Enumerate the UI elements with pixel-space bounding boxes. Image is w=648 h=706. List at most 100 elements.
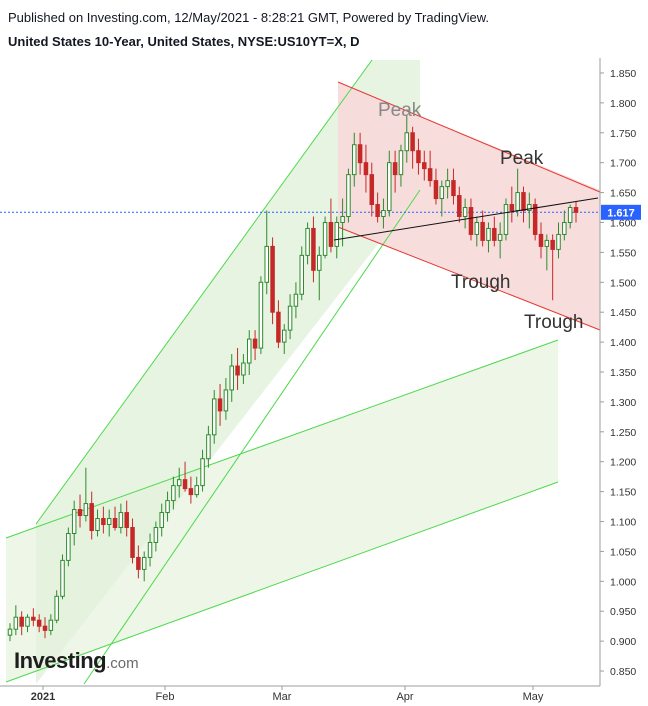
y-tick-label: 1.050 [610,546,636,558]
candle [538,222,544,259]
candle-body [299,254,305,295]
candle-body [550,239,555,250]
candle-body [124,512,129,529]
candle-body [235,365,240,376]
candle [270,237,275,325]
candle [492,216,497,247]
candle-body [340,215,345,223]
y-tick-label: 0.950 [610,606,636,618]
candle-body [573,207,579,213]
candle-body [317,254,322,271]
candle-body [159,512,164,529]
candle [532,198,538,241]
y-axis[interactable]: 0.850 0.900 0.950 1.000 1.050 1.100 1.150 1.200… [600,68,636,678]
x-label-apr: Apr [396,691,413,703]
candle [503,198,509,241]
candle [141,551,147,582]
candle [328,198,334,253]
candle-body [462,207,468,217]
candle-body [206,434,211,460]
candle [521,186,526,223]
candle [36,614,42,633]
candle [217,383,223,426]
candle [322,216,328,259]
candle-body [25,616,30,627]
candle-body [562,221,567,235]
candle-body [544,239,550,247]
candle-body [171,485,176,502]
candle-body [153,527,159,543]
x-label-mar: Mar [273,691,292,703]
candle [194,476,199,498]
candle-body [252,338,258,349]
candle [258,276,264,355]
candle [562,210,567,241]
candle [252,330,258,361]
candle-body [410,132,415,152]
y-tick-label: 1.850 [610,68,636,80]
candle-body [89,503,94,531]
candle [369,162,375,217]
candle-body [188,488,194,496]
logo-text: Investing [14,648,107,673]
candle-body [497,233,503,241]
candle [13,605,19,636]
falling-channel-upper-line [337,81,601,193]
y-tick-label: 0.850 [610,666,636,678]
candle [352,132,357,187]
candle-body [532,204,538,235]
candle [188,476,194,504]
rising-channel-lower-line [83,189,421,685]
candle [346,168,351,223]
candle-body [509,204,515,212]
neckline [333,197,599,241]
candle-body [474,221,480,235]
candle-body [328,221,334,247]
candle [31,608,36,627]
candle [235,348,240,390]
candle-body [439,186,445,200]
candle [381,198,386,229]
candle-body [567,207,573,223]
x-label-2021: 2021 [31,691,55,703]
candle [357,132,363,175]
candle [25,614,30,633]
candle [433,168,439,205]
candle-body [445,180,450,188]
candle [136,545,141,579]
candle-body [258,281,264,349]
candle-body [264,245,269,283]
y-tick-label: 1.450 [610,307,636,319]
x-axis[interactable]: 2021 Feb Mar Apr May [31,686,544,703]
candle-body [287,305,293,331]
candle [60,554,65,600]
annotation-trough-2: Trough [524,312,584,333]
annotation-trough-1: Trough [451,272,511,293]
y-tick-label: 1.550 [610,247,636,259]
y-tick-label: 1.350 [610,367,636,379]
candle-body [141,556,147,570]
rising-channel-upper-line [35,59,373,525]
candles-group [7,114,579,642]
candle [153,521,159,552]
candle-body [147,541,153,558]
candle [112,506,118,531]
candle [264,210,269,295]
y-tick-label: 1.200 [610,457,636,469]
candle-body [165,500,170,514]
candle-body [293,293,299,307]
candle-body [130,527,135,558]
y-tick-label: 1.150 [610,487,636,499]
candle-body [363,162,369,176]
candle [573,201,579,223]
candle-body [54,595,59,621]
y-tick-label: 1.000 [610,576,636,588]
y-tick-label: 1.100 [610,517,636,529]
candle-body [19,616,24,627]
candle-body [118,512,124,529]
candle-body [200,458,205,487]
candle-body [42,625,48,631]
candle [462,198,468,229]
candle [311,216,316,283]
